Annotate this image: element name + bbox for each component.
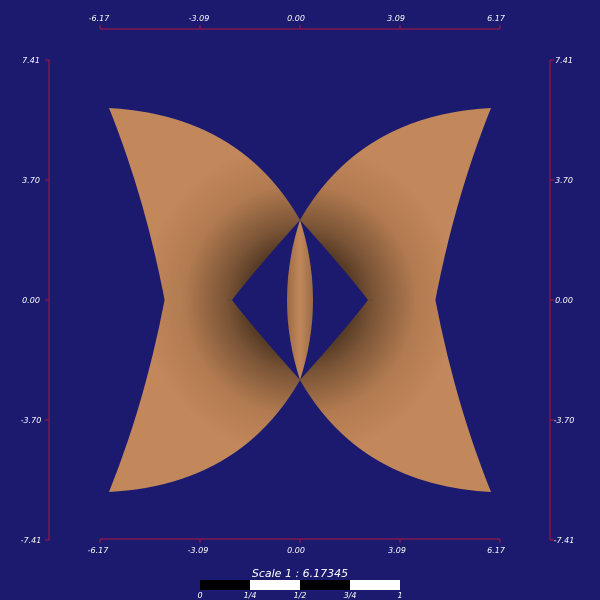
axis-bottom-tick-label: -3.09 [188,546,209,555]
axis-top-tick-label: 0.00 [287,14,305,23]
four-petal-surface [109,108,491,492]
scale-bar-label: 3/4 [344,591,357,600]
scale-bar-label: 1/4 [244,591,257,600]
axis-right: 7.41 3.70 0.00 -3.70 -7.41 [549,56,575,545]
axis-left: 7.41 3.70 0.00 -3.70 -7.41 [21,56,50,545]
axis-left-tick-label: 0.00 [22,296,40,305]
axis-right-tick-label: 3.70 [555,176,573,185]
axis-right-tick-label: 7.41 [555,56,573,65]
scale-bar: Scale 1 : 6.17345 0 1/4 1/2 3/4 1 [197,567,402,600]
scale-bar-segment [350,580,400,590]
scale-bar-segment [300,580,350,590]
axis-top: -6.17 -3.09 0.00 3.09 6.17 [89,14,506,30]
petal-top-left [109,108,300,330]
scale-bar-label: 0 [197,591,202,600]
axis-bottom-tick-label: -6.17 [88,546,110,555]
scale-title: Scale 1 : 6.17345 [252,567,348,580]
scale-bar-label: 1/2 [294,591,307,600]
axis-left-tick-label: 7.41 [22,56,40,65]
axis-left-tick-label: -3.70 [21,416,42,425]
axis-top-tick-label: 6.17 [487,14,506,23]
axis-bottom-tick-label: 6.17 [487,546,506,555]
scale-bar-segment [250,580,300,590]
axis-right-tick-label: 0.00 [555,296,573,305]
scale-bar-label: 1 [397,591,402,600]
axis-bottom-tick-label: 3.09 [388,546,406,555]
petal-bottom-right [300,270,491,492]
axis-left-tick-label: -7.41 [21,536,42,545]
axis-bottom-tick-label: 0.00 [287,546,305,555]
axis-top-tick-label: -3.09 [189,14,210,23]
petal-top-right [300,108,491,330]
axis-left-tick-label: 3.70 [22,176,40,185]
axis-bottom: -6.17 -3.09 0.00 3.09 6.17 [88,538,506,555]
axis-right-tick-label: -7.41 [554,536,575,545]
petal-bottom-left [109,270,300,492]
axis-top-tick-label: -6.17 [89,14,111,23]
axis-right-tick-label: -3.70 [554,416,575,425]
scale-bar-segment [200,580,250,590]
axis-top-tick-label: 3.09 [387,14,405,23]
center-lens [287,220,313,380]
